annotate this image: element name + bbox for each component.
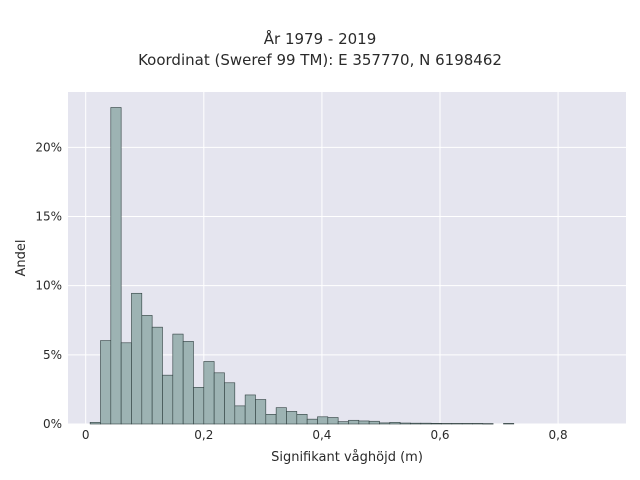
histogram-bar: [379, 422, 391, 425]
histogram-bar: [503, 423, 515, 425]
histogram-bar: [224, 382, 236, 425]
y-axis-ticks: 0% 5% 10% 15% 20%: [35, 140, 62, 431]
y-tick-label: 5%: [43, 348, 62, 362]
histogram-bar: [472, 423, 484, 425]
histogram-bar: [265, 414, 277, 425]
histogram-bar: [482, 423, 494, 425]
histogram-bar: [172, 333, 184, 425]
x-axis-label: Signifikant våghöjd (m): [271, 450, 423, 465]
y-axis-label: Andel: [14, 240, 29, 277]
histogram-bar: [430, 423, 442, 425]
histogram-bar: [451, 423, 463, 425]
histogram-bar: [461, 423, 473, 425]
histogram-bar: [399, 422, 411, 425]
histogram-bar: [317, 416, 329, 425]
histogram-bar: [203, 361, 215, 425]
histogram-bar: [441, 423, 453, 425]
y-tick-label: 0%: [43, 417, 62, 431]
x-tick-label: 0,4: [312, 428, 331, 442]
histogram-bar: [286, 411, 298, 425]
histogram-bar: [193, 387, 205, 425]
bars: [89, 107, 515, 425]
histogram-bar: [89, 422, 101, 425]
chart-title-line-1: År 1979 - 2019: [263, 30, 377, 48]
histogram-bar: [327, 417, 339, 425]
histogram-bar: [213, 372, 225, 425]
histogram-bar: [410, 422, 422, 425]
histogram-bar: [141, 315, 153, 425]
y-tick-label: 10%: [35, 279, 62, 293]
histogram-bar: [275, 407, 287, 425]
histogram-bar: [420, 422, 432, 425]
x-tick-label: 0,8: [549, 428, 568, 442]
histogram-bar: [255, 399, 267, 425]
histogram-bar: [337, 421, 349, 425]
histogram-bar: [296, 414, 308, 425]
x-tick-label: 0,6: [430, 428, 449, 442]
chart-title-line-2: Koordinat (Sweref 99 TM): E 357770, N 61…: [138, 51, 502, 69]
y-tick-label: 20%: [35, 140, 62, 154]
histogram-bar: [368, 420, 380, 425]
x-tick-label: 0: [82, 428, 90, 442]
histogram-bar: [182, 341, 194, 425]
histogram-bar: [162, 374, 174, 425]
y-tick-label: 15%: [35, 210, 62, 224]
histogram-bar: [244, 394, 256, 425]
x-tick-label: 0,2: [194, 428, 213, 442]
histogram-bar: [348, 419, 360, 425]
histogram-bar: [120, 342, 132, 425]
histogram-bar: [234, 405, 246, 425]
histogram-bar: [389, 422, 401, 425]
x-axis-ticks: 0 0,2 0,4 0,6 0,8: [82, 428, 568, 442]
histogram-bar: [151, 326, 163, 425]
histogram-bar: [131, 292, 143, 425]
histogram-bar: [358, 420, 370, 425]
histogram-bar: [110, 107, 122, 425]
histogram-bar: [306, 418, 318, 425]
histogram-bar: [100, 340, 112, 425]
